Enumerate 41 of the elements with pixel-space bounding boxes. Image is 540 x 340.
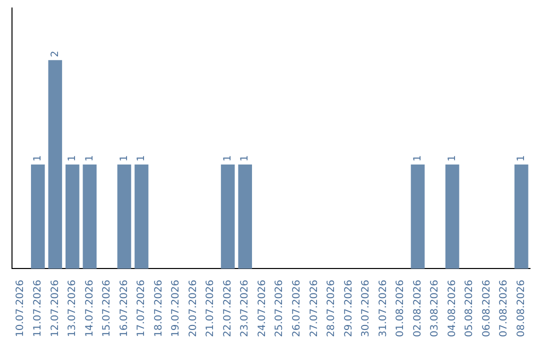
data-label: 1 [412,155,424,162]
x-tick-label: 18.07.2026 [153,280,164,338]
x-tick-label: 21.07.2026 [205,280,216,338]
data-label: 1 [136,155,148,162]
x-tick-label: 27.07.2026 [308,280,320,338]
x-tick-label: 24.07.2026 [256,280,268,338]
data-label: 1 [222,155,234,162]
x-tick-label: 15.07.2026 [102,280,113,338]
data-label: 2 [50,50,61,58]
x-tick-label: 31.07.2026 [378,280,389,338]
x-tick-label: 16.07.2026 [118,280,130,338]
x-tick-label: 05.08.2026 [464,280,476,338]
x-tick-label: 25.07.2026 [274,280,286,338]
x-tick-label: 04.08.2026 [446,280,458,338]
x-tick-label: 12.07.2026 [50,280,61,338]
x-tick-label: 30.07.2026 [360,280,372,338]
x-tick-label: 03.08.2026 [430,280,441,338]
x-tick-label: 14.07.2026 [84,280,96,338]
x-tick-label: 01.08.2026 [395,280,406,338]
x-tick-label: 07.08.2026 [498,280,510,338]
x-tick-label: 13.07.2026 [67,280,78,338]
x-tick-label: 23.07.2026 [240,280,251,338]
data-label: 1 [84,155,96,162]
x-tick-label: 29.07.2026 [343,280,354,338]
x-tick-label: 11.07.2026 [32,280,44,338]
data-label: 1 [118,155,130,162]
x-tick-label: 28.07.2026 [326,280,338,338]
data-label: 1 [67,155,78,162]
data-label: 1 [240,155,251,162]
x-tick-label: 22.07.2026 [222,280,234,338]
x-tick-label: 10.07.2026 [15,280,26,338]
x-tick-label: 26.07.2026 [291,280,302,338]
data-label: 1 [516,155,527,162]
x-tick-label: 08.08.2026 [516,280,527,338]
x-tick-label: 17.07.2026 [136,280,148,338]
x-tick-label: 19.07.2026 [170,280,182,338]
data-label: 1 [446,155,458,162]
data-label: 1 [32,155,44,162]
x-tick-label: 20.07.2026 [188,280,199,338]
x-tick-label: 06.08.2026 [481,280,492,338]
x-tick-label: 02.08.2026 [412,280,424,338]
